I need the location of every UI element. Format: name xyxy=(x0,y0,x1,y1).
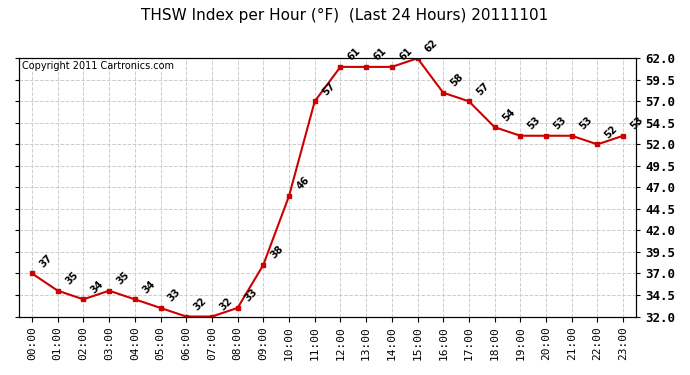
Text: 34: 34 xyxy=(140,279,157,295)
Text: 53: 53 xyxy=(578,115,594,132)
Text: 35: 35 xyxy=(115,270,131,286)
Text: 61: 61 xyxy=(397,46,414,63)
Text: 37: 37 xyxy=(37,253,55,269)
Text: 53: 53 xyxy=(629,115,645,132)
Text: 32: 32 xyxy=(192,296,208,312)
Text: 38: 38 xyxy=(269,244,286,261)
Text: 54: 54 xyxy=(500,106,517,123)
Text: THSW Index per Hour (°F)  (Last 24 Hours) 20111101: THSW Index per Hour (°F) (Last 24 Hours)… xyxy=(141,8,549,22)
Text: 61: 61 xyxy=(346,46,362,63)
Text: 33: 33 xyxy=(166,287,183,304)
Text: 57: 57 xyxy=(320,81,337,97)
Text: 62: 62 xyxy=(423,38,440,54)
Text: 53: 53 xyxy=(551,115,568,132)
Text: 35: 35 xyxy=(63,270,80,286)
Text: 33: 33 xyxy=(243,287,260,304)
Text: 58: 58 xyxy=(448,72,466,88)
Text: 32: 32 xyxy=(217,296,234,312)
Text: 34: 34 xyxy=(89,279,106,295)
Text: 46: 46 xyxy=(295,175,311,192)
Text: 61: 61 xyxy=(372,46,388,63)
Text: 57: 57 xyxy=(475,81,491,97)
Text: 52: 52 xyxy=(603,124,620,140)
Text: 53: 53 xyxy=(526,115,542,132)
Text: Copyright 2011 Cartronics.com: Copyright 2011 Cartronics.com xyxy=(22,61,175,71)
